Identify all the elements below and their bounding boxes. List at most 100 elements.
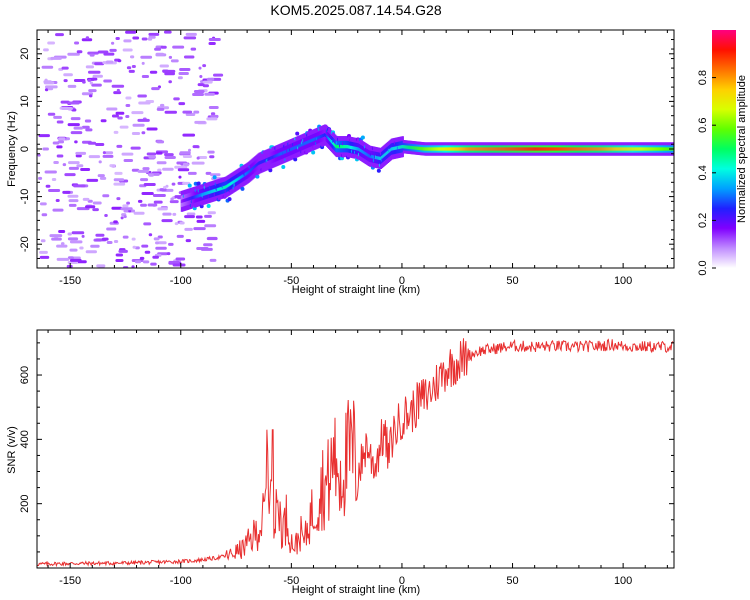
spectrogram-cell <box>42 147 49 151</box>
spectrogram-cell <box>206 77 215 81</box>
spectrogram-cell <box>63 79 68 83</box>
spectrogram-cell <box>106 107 118 111</box>
spectrogram-cell <box>67 232 72 236</box>
spectrogram-cell <box>82 80 86 84</box>
spectrogram-cell <box>48 188 61 192</box>
spectrogram-cell <box>106 241 113 245</box>
spectrogram-cell <box>39 250 48 254</box>
spectrogram-cell <box>87 70 101 74</box>
spectrogram-cell <box>81 125 90 129</box>
x-tick-label: -50 <box>283 575 299 587</box>
spectrogram-cell <box>172 45 185 49</box>
snr-xlabel: Height of straight line (km) <box>292 584 420 596</box>
spectrogram-cell <box>178 102 186 106</box>
spectrogram-cell <box>89 81 94 85</box>
spectrogram-cell <box>111 114 119 118</box>
spectrogram-cell <box>157 241 167 245</box>
spectrogram-cell <box>163 185 167 189</box>
x-tick-label: 0 <box>399 575 405 587</box>
spectrogram-cell <box>152 255 159 259</box>
spectrogram-cell <box>68 199 79 203</box>
spectrogram-cell <box>141 37 148 41</box>
spectrogram-cell <box>51 178 57 182</box>
spectrogram-cell <box>105 151 114 155</box>
spectrogram-cell <box>81 38 93 42</box>
spectrogram-cell <box>148 233 153 237</box>
spectrogram-cell <box>125 96 132 100</box>
spectrogram-cell <box>170 197 174 201</box>
spectrogram-cell <box>52 141 60 145</box>
spectrogram-cell <box>210 114 219 118</box>
spectrogram-cell <box>187 183 192 188</box>
spectrogram-cell <box>210 112 216 116</box>
spectrogram-cell <box>116 144 123 148</box>
spectrogram-cell <box>58 230 66 234</box>
spectrogram-cell <box>143 222 152 226</box>
spectrogram-cell <box>104 214 108 218</box>
spectrogram-cell <box>311 150 316 155</box>
spectrogram-cell <box>151 87 160 91</box>
spectrogram-cell <box>159 64 169 68</box>
spectrogram-cell <box>56 257 70 261</box>
spectrogram-cell <box>109 48 117 52</box>
spectrogram-cell <box>51 237 62 241</box>
spectrogram-cell <box>113 91 122 95</box>
spectrogram-cell <box>159 103 165 107</box>
spectrogram-cell <box>182 133 196 137</box>
spectrogram-cell <box>37 153 41 157</box>
spectrogram-cell <box>156 140 165 144</box>
spectrogram-cell <box>154 47 162 51</box>
spectrogram-cell <box>80 167 91 171</box>
x-tick-label: 100 <box>614 275 632 287</box>
spectrogram-cell <box>106 227 117 231</box>
spectrogram-cell <box>168 242 174 246</box>
spectrogram-cell <box>53 115 62 119</box>
spectrogram-cell <box>56 145 63 149</box>
spectrogram-cell <box>41 213 48 217</box>
spectrogram-cell <box>129 55 135 59</box>
spectrogram-cell <box>153 200 163 204</box>
spectrogram-cell <box>102 151 107 155</box>
spectrogram-cell <box>58 137 66 141</box>
spectrogram-cell <box>203 243 213 247</box>
spectrogram-cell <box>207 150 215 154</box>
spectrogram-cell <box>50 56 62 60</box>
spectrogram-cell <box>137 94 147 98</box>
spectrogram-cell <box>57 140 65 144</box>
spectrogram-cell <box>240 186 245 191</box>
spectrogram-cell <box>87 141 97 145</box>
spectrogram-cell <box>113 220 118 224</box>
spectrogram-cell <box>141 192 154 196</box>
spectrogram-cell <box>149 70 158 74</box>
colorbar-gradient <box>712 30 736 268</box>
spectrogram-cell <box>141 61 145 65</box>
spectrogram-cell <box>60 100 70 104</box>
spectrogram-cell <box>140 203 147 207</box>
x-tick-label: -100 <box>170 275 192 287</box>
spectrogram-cell <box>208 41 216 45</box>
spectrogram-cell <box>137 199 143 203</box>
spectrogram-cell <box>92 208 99 212</box>
spectrogram-cell <box>92 201 102 205</box>
spectrogram-cell <box>177 76 183 80</box>
spectrogram-cell <box>204 224 217 228</box>
spectrogram-cell <box>172 212 177 216</box>
spectrogram-cell <box>123 39 132 43</box>
spectrogram-cell <box>55 199 60 203</box>
colorbar-tick-label: 0.2 <box>697 213 709 228</box>
colorbar-tick-label: 0.4 <box>697 165 709 180</box>
spectrogram-cell <box>76 164 84 168</box>
spectrogram-cell <box>192 145 200 149</box>
spectrogram-cell <box>191 161 205 165</box>
spectrogram-cell <box>103 79 112 83</box>
spectrogram-cell <box>103 52 115 56</box>
spectrogram-cell <box>132 36 140 40</box>
spectrogram-cell <box>67 123 80 127</box>
spectrogram-cell <box>206 117 218 121</box>
colorbar: 0.0 0.2 0.4 0.6 0.8 Normalized spectral ampl… <box>697 30 748 276</box>
spectrogram-cell <box>183 55 195 59</box>
spectrogram-ylabel: Frequency (Hz) <box>6 111 18 187</box>
y-tick-label: 200 <box>19 494 31 512</box>
spectrogram-cell <box>168 260 180 264</box>
spectrogram-cell <box>116 197 121 201</box>
